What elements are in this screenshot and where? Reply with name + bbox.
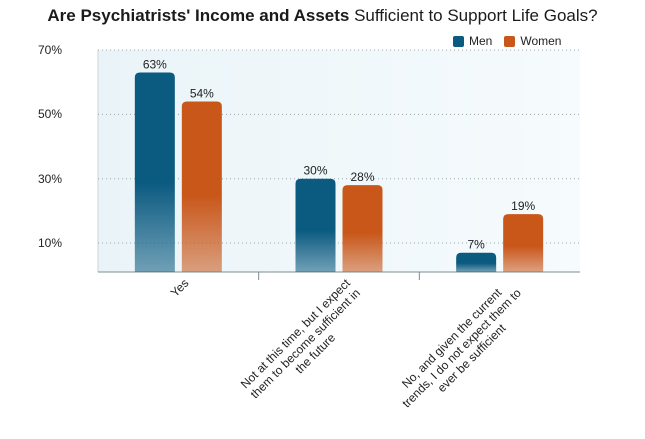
legend-item-women: Women (504, 34, 561, 48)
data-label: 7% (467, 238, 485, 252)
legend-swatch-men (453, 35, 464, 47)
chart-title-rest: Sufficient to Support Life Goals? (349, 6, 598, 25)
legend-item-men: Men (453, 34, 492, 48)
data-label: 63% (143, 58, 167, 72)
legend-label-women: Women (520, 34, 562, 48)
legend: Men Women (453, 34, 573, 48)
plot-area (98, 50, 580, 272)
legend-label-men: Men (469, 34, 493, 48)
chart-title: Are Psychiatrists' Income and Assets Suf… (0, 6, 645, 26)
chart-title-bold: Are Psychiatrists' Income and Assets (47, 6, 350, 25)
bar-women-1 (342, 185, 383, 272)
y-tick-label: 10% (37, 236, 62, 251)
legend-swatch-women (504, 35, 516, 47)
bar-men-1 (295, 178, 336, 272)
bar-men-2 (456, 252, 497, 272)
y-tick-label: 70% (37, 43, 62, 57)
y-tick-label: 30% (37, 171, 62, 186)
y-tick-label: 50% (37, 107, 62, 122)
data-label: 54% (190, 86, 214, 100)
bar-men-0 (134, 72, 175, 273)
bar-women-2 (503, 214, 544, 272)
data-label: 28% (350, 170, 374, 184)
bar-women-0 (181, 101, 222, 272)
data-label: 30% (303, 164, 327, 178)
data-label: 19% (511, 199, 535, 213)
